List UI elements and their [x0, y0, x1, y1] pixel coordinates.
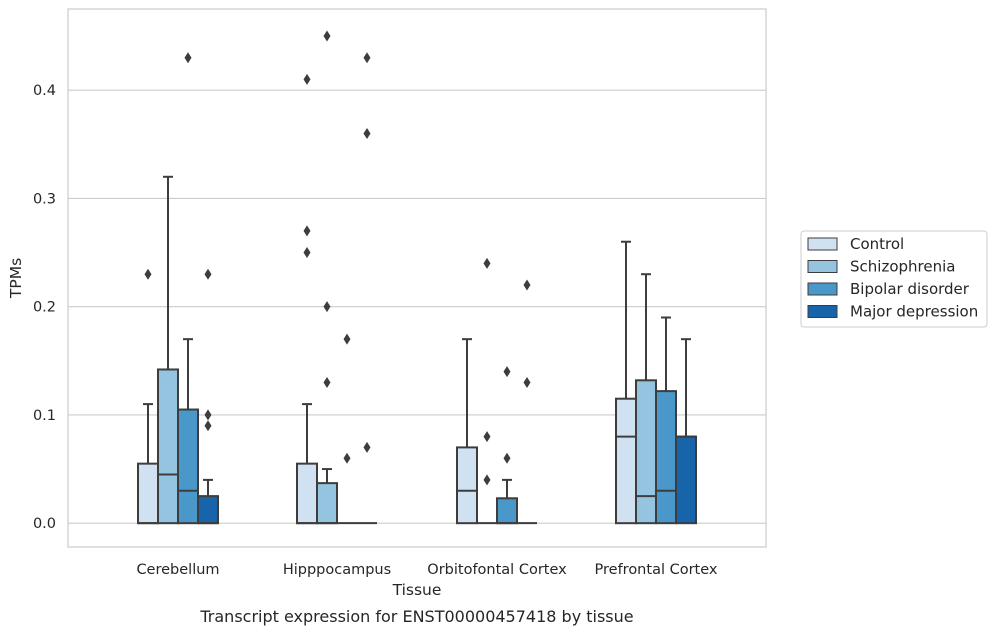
box-body: [296, 462, 318, 525]
outlier-point: [323, 376, 331, 388]
box-body: [137, 462, 159, 525]
box-bipolar-disorder: [496, 366, 518, 525]
box-schizophrenia: [635, 273, 657, 525]
outlier-point: [483, 474, 491, 486]
box-body: [157, 368, 179, 525]
outlier-point: [483, 257, 491, 269]
box-bipolar-disorder: [655, 316, 677, 525]
x-tick-label: Hipppocampus: [283, 562, 391, 578]
y-tick-label: 0.1: [33, 408, 56, 424]
outlier-point: [204, 420, 212, 432]
y-axis-title: TPMs: [7, 258, 25, 299]
box-schizophrenia: [316, 30, 338, 525]
legend-swatch: [807, 260, 838, 273]
outlier-point: [303, 73, 311, 85]
y-tick-label: 0.0: [33, 516, 56, 532]
outlier-point: [144, 268, 152, 280]
box-control: [137, 268, 159, 525]
legend-label: Bipolar disorder: [850, 280, 970, 298]
outlier-point: [303, 225, 311, 237]
legend: Control Schizophrenia Bipolar disorder Majo…: [800, 230, 988, 328]
outlier-point: [343, 452, 351, 464]
y-tick-label: 0.4: [33, 83, 56, 99]
legend-swatch: [807, 282, 838, 296]
outlier-point: [523, 376, 531, 388]
outlier-point: [363, 52, 371, 64]
box-bipolar-disorder: [337, 333, 357, 525]
box-body: [615, 397, 637, 525]
box-body: [456, 446, 478, 525]
legend-label: Major depression: [850, 303, 978, 321]
box-major-depression: [357, 52, 377, 525]
outlier-point: [323, 30, 331, 42]
x-tick-label: Cerebellum: [136, 562, 219, 578]
y-tick-labels: 0.0 0.1 0.2 0.3 0.4: [33, 83, 56, 532]
box-body: [177, 408, 199, 525]
x-axis-title: Tissue: [392, 581, 442, 599]
box-major-depression: [197, 268, 219, 525]
box-major-depression: [675, 338, 697, 525]
legend-label: Schizophrenia: [850, 258, 955, 276]
outlier-point: [523, 279, 531, 291]
y-tick-label: 0.2: [33, 300, 56, 316]
box-control: [296, 73, 318, 525]
legend-swatch: [807, 305, 838, 318]
outlier-point: [204, 268, 212, 280]
box-schizophrenia: [477, 257, 497, 525]
plot-area-frame: [67, 8, 767, 548]
box-schizophrenia: [157, 175, 179, 525]
box-body: [197, 495, 219, 525]
legend-swatch: [807, 237, 838, 251]
outlier-point: [483, 431, 491, 443]
box-control: [615, 240, 637, 525]
box-body: [496, 497, 518, 525]
outlier-point: [343, 333, 351, 345]
x-tick-labels: Cerebellum Hipppocampus Orbitofontal Corte…: [136, 562, 717, 578]
outlier-point: [363, 127, 371, 139]
outlier-point: [323, 301, 331, 313]
box-plot-marks: [137, 30, 697, 525]
box-body: [675, 435, 697, 525]
box-control: [456, 338, 478, 525]
outlier-point: [184, 52, 192, 64]
legend-frame: [800, 230, 988, 328]
box-body: [316, 482, 338, 525]
legend-label: Control: [850, 235, 904, 253]
x-tick-label: Orbitofontal Cortex: [427, 562, 567, 578]
box-body: [635, 379, 657, 525]
outlier-point: [363, 441, 371, 453]
outlier-point: [503, 452, 511, 464]
outlier-point: [204, 409, 212, 421]
box-major-depression: [517, 279, 537, 525]
x-tick-label: Prefrontal Cortex: [595, 562, 718, 578]
outlier-point: [503, 366, 511, 378]
outlier-point: [303, 247, 311, 259]
figure-caption: Transcript expression for ENST0000045741…: [199, 607, 633, 626]
box-bipolar-disorder: [177, 52, 199, 525]
box-body: [655, 390, 677, 525]
y-tick-label: 0.3: [33, 191, 56, 207]
